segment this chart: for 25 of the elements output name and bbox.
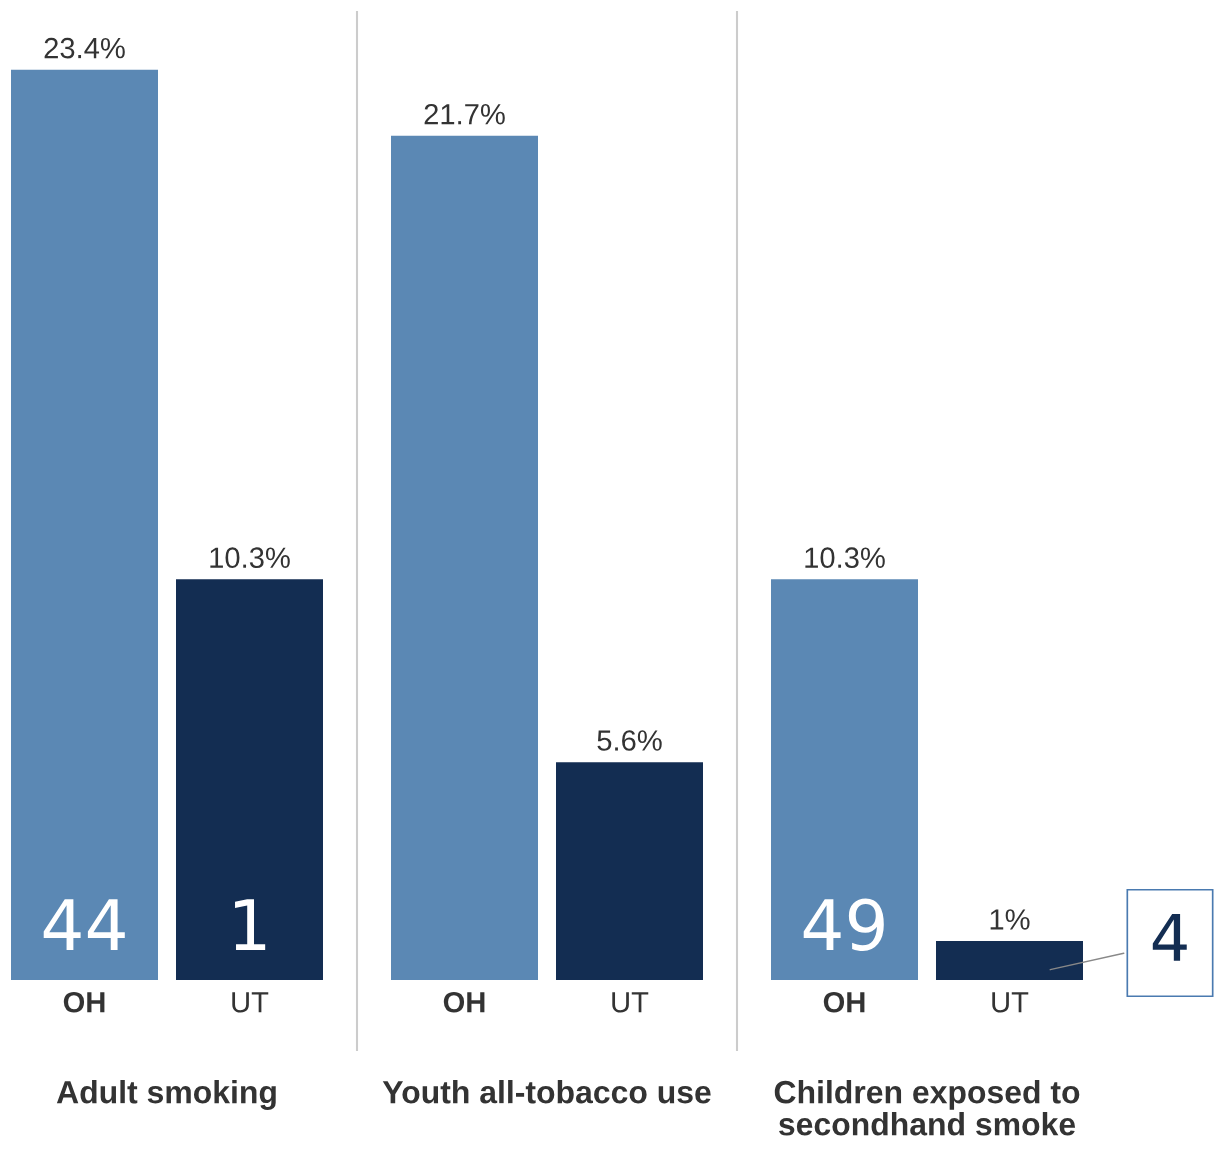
data-label: 10.3% <box>210 547 290 569</box>
data-label: 1% <box>990 909 1030 930</box>
data-label: 10.3% <box>805 547 885 569</box>
text: OH <box>443 991 485 1013</box>
text: UT <box>992 992 1029 1013</box>
bar <box>771 579 918 980</box>
data-label: 5.6% <box>597 730 662 751</box>
x-tick-label: Adult smoking <box>56 1080 276 1110</box>
text: 4 <box>1152 914 1187 961</box>
series-label: UT <box>232 992 269 1013</box>
annotation: 44 <box>43 899 125 950</box>
x-tick-label: Children exposed to secondhand smoke <box>774 1080 1080 1136</box>
bar <box>11 69 158 980</box>
data-label: 21.7% <box>424 103 505 125</box>
bar <box>391 135 538 980</box>
text: OH <box>823 991 865 1013</box>
text: UT <box>612 992 649 1013</box>
bar <box>556 762 703 980</box>
annotation: 1 <box>235 899 266 950</box>
x-tick-label: Youth all-tobacco use <box>382 1080 711 1104</box>
bar <box>936 941 1083 980</box>
data-label: 23.4% <box>44 37 125 59</box>
annotation: 49 <box>803 898 884 951</box>
bar <box>176 579 323 980</box>
series-label: OH <box>63 991 105 1013</box>
